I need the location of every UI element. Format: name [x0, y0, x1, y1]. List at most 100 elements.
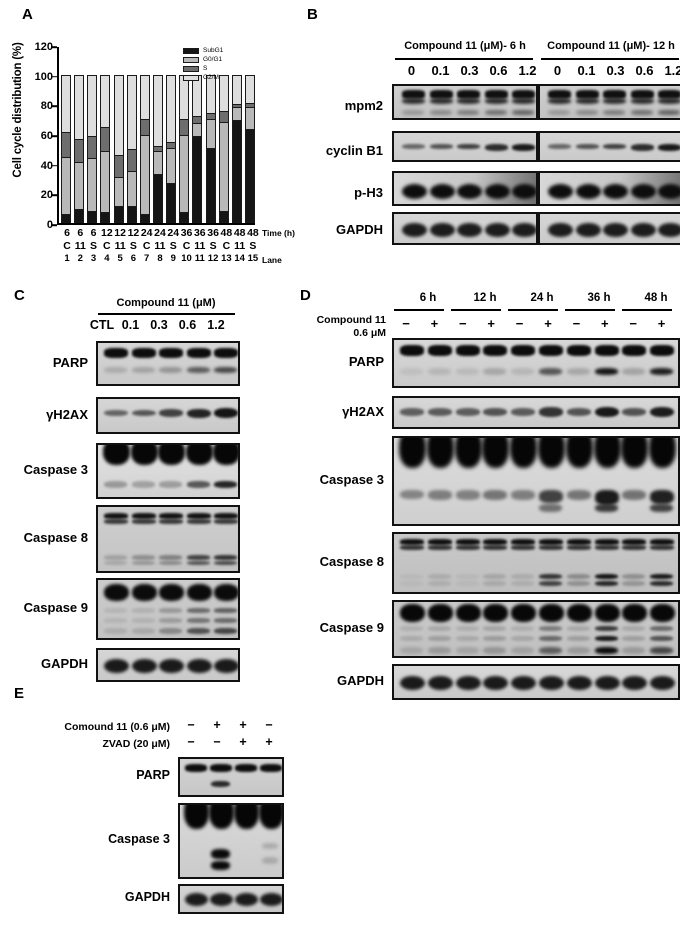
x-label-treatment: S	[169, 240, 177, 252]
bar-segment-g2m	[75, 75, 84, 141]
panel-d-group-rule	[565, 309, 615, 311]
y-axis-line	[57, 47, 59, 225]
bar-segment-s	[245, 103, 254, 108]
panel-e-lane-symbol: −	[265, 718, 273, 732]
legend-label: G0/G1	[203, 55, 223, 63]
blot-band	[622, 368, 646, 375]
blot-band	[455, 676, 481, 690]
blot-image	[392, 171, 538, 206]
blot-band	[214, 408, 238, 418]
blot-band	[427, 490, 452, 500]
panel-b-row-label: cyclin B1	[325, 143, 383, 158]
bar-segment-g2m	[140, 75, 149, 120]
blot-band	[630, 144, 654, 151]
blot-band	[650, 581, 674, 586]
blot-band	[650, 504, 674, 512]
blot-band	[539, 636, 562, 641]
blot-band	[429, 144, 453, 149]
panel-c-group-header: Compound 11 (μM)	[116, 297, 216, 309]
blot-band	[457, 223, 482, 237]
panel-b-dose-label: 0.1	[431, 63, 450, 78]
blot-band	[104, 519, 128, 524]
blot-band	[548, 184, 573, 199]
blot-band	[483, 574, 507, 579]
bar-segment-g0g1	[232, 107, 241, 122]
blot-band	[429, 90, 453, 99]
bar-segment-s	[167, 143, 176, 149]
bar-segment-subg1	[127, 207, 136, 222]
blot-band	[402, 223, 427, 237]
panel-d-timepoint-label: 48 h	[644, 292, 668, 304]
blot-band	[131, 608, 155, 613]
x-label-time: 24	[154, 227, 166, 239]
chart-bars	[61, 47, 255, 223]
blot-band	[186, 561, 210, 565]
panel-b-letter: B	[307, 6, 318, 23]
bar-segment-s	[180, 119, 189, 136]
x-axis-time-row: 6 6 6 12 12 12 24 24 24 36 36 36 48 48 48	[61, 227, 259, 240]
bar-segment-s	[153, 147, 162, 152]
legend-label: SubG1	[203, 46, 224, 54]
blot-band	[159, 561, 182, 565]
blot-band	[548, 110, 570, 115]
panel-c-letter: C	[14, 287, 25, 304]
y-tick-label: 20	[40, 189, 53, 202]
blot-band	[566, 647, 590, 654]
blot-band	[603, 98, 626, 104]
blot-band	[622, 636, 646, 641]
legend-item: SubG1	[183, 47, 223, 55]
blot-band	[455, 490, 480, 500]
blot-band	[457, 144, 480, 149]
blot-band	[539, 604, 564, 622]
blot-band	[650, 636, 674, 641]
y-tick-mark	[52, 75, 57, 78]
x-label-lane: 7	[144, 253, 150, 264]
blot-band	[594, 604, 620, 622]
blot-band	[186, 519, 211, 524]
x-label-lane: 4	[104, 253, 110, 264]
blot-band	[622, 647, 646, 654]
chart-bar	[126, 74, 137, 223]
blot-band	[457, 184, 482, 199]
bar-segment-g2m	[180, 75, 189, 120]
panel-c-lane-label: CTL	[89, 318, 115, 332]
blot-band	[159, 348, 183, 358]
blot-band	[457, 98, 480, 104]
x-label-treatment: C	[103, 240, 111, 252]
blot-band	[214, 513, 238, 519]
blot-band	[211, 861, 230, 870]
blot-band	[650, 345, 675, 356]
blot-band	[104, 410, 128, 416]
blot-band	[622, 626, 646, 631]
blot-band	[511, 545, 536, 550]
blot-band	[539, 581, 562, 586]
blot-band	[566, 636, 590, 641]
legend-swatch	[183, 65, 199, 72]
bar-segment-subg1	[88, 211, 97, 222]
blot-band	[159, 513, 183, 519]
blot-image	[178, 757, 284, 797]
panel-e-row-label: Caspase 3	[108, 832, 170, 846]
blot-band	[159, 555, 182, 560]
blot-band	[400, 368, 423, 375]
panel-d-row-label: Caspase 8	[319, 554, 384, 569]
bar-segment-subg1	[206, 148, 215, 222]
bar-segment-g0g1	[193, 123, 202, 138]
bar-segment-subg1	[167, 183, 176, 222]
blot-band	[483, 636, 507, 641]
panel-d-row-label: Caspase 3	[319, 472, 384, 487]
blot-band	[622, 676, 648, 690]
blot-band	[214, 367, 237, 373]
blot-band	[539, 676, 564, 690]
blot-band	[594, 626, 618, 631]
blot-band	[427, 676, 453, 690]
blot-band	[565, 438, 593, 468]
x-label-lane: 11	[194, 253, 205, 264]
legend-item: G2/M	[183, 74, 223, 82]
x-label-time: 6	[64, 227, 70, 239]
blot-band	[159, 519, 183, 524]
blot-band	[575, 98, 599, 104]
bar-segment-g0g1	[88, 159, 97, 212]
panel-d-lane-symbol: −	[629, 316, 637, 331]
blot-band	[566, 408, 591, 416]
